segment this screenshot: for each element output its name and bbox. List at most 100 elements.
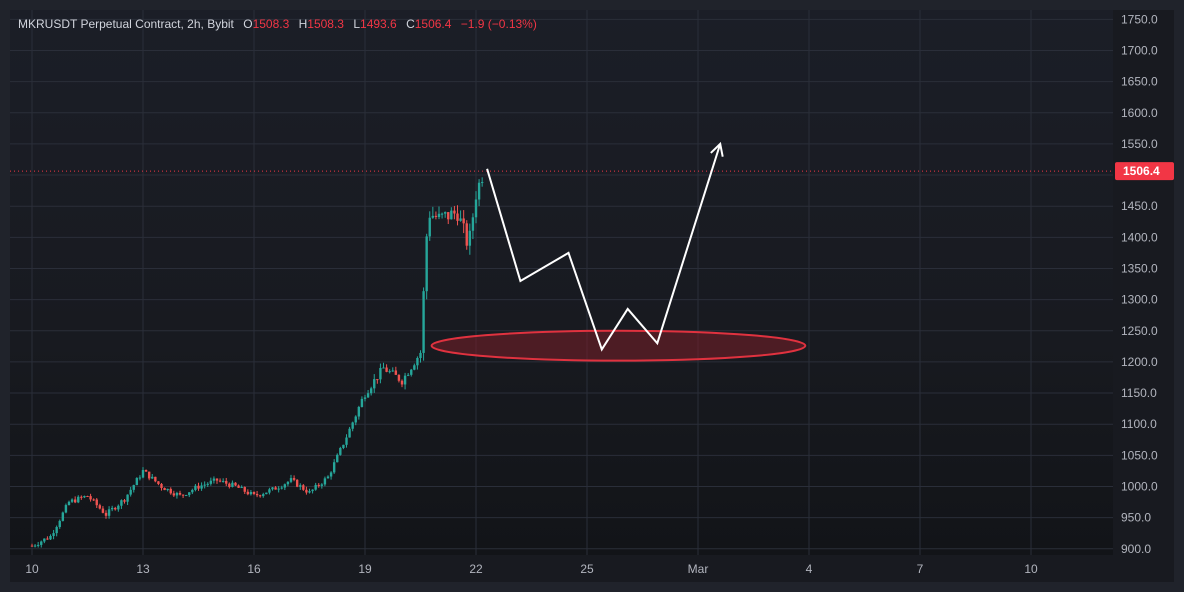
time-tick-label: 19 [358, 562, 372, 576]
candle-body [453, 210, 456, 214]
candle-body [351, 422, 354, 429]
price-tick-label: 1250.0 [1121, 324, 1158, 338]
candle-body [123, 500, 126, 502]
support-zone-ellipse [430, 329, 807, 362]
candle-body [209, 480, 213, 484]
candle-body [178, 492, 182, 495]
price-tick-label: 1150.0 [1121, 386, 1157, 400]
candle-body [388, 371, 391, 373]
candle-body [86, 496, 89, 498]
candle-body [61, 512, 65, 521]
candle-body [289, 478, 293, 482]
candle-body [58, 520, 61, 528]
time-tick-label: Mar [688, 562, 709, 576]
candle-body [212, 478, 216, 481]
candle-body [144, 470, 148, 472]
candle-body [249, 491, 253, 495]
candle-body [339, 447, 342, 455]
candle-body [363, 397, 367, 399]
candle-body [191, 489, 194, 493]
candle-body [95, 499, 98, 506]
time-tick-label: 25 [580, 562, 594, 576]
price-tick-label: 1600.0 [1121, 106, 1158, 120]
candle-body [437, 213, 441, 217]
candle-body [206, 483, 209, 485]
open-label: O [243, 17, 253, 31]
candle-body [385, 367, 388, 372]
candle-body [397, 374, 401, 381]
price-tick-label: 1200.0 [1121, 355, 1158, 369]
candle-body [468, 230, 472, 246]
high-label: H [298, 17, 308, 31]
candle-body [80, 496, 83, 498]
candle-body [431, 215, 435, 218]
candle-body [181, 494, 185, 496]
candle-body [280, 487, 283, 489]
candle-body [138, 477, 142, 479]
candle-body [391, 370, 394, 372]
price-tick-label: 1350.0 [1121, 261, 1158, 275]
price-tick-label: 900.0 [1121, 542, 1151, 555]
candle-body [326, 476, 330, 479]
candle-body [40, 541, 43, 545]
candle-body [166, 488, 169, 491]
candle-body [314, 484, 317, 490]
candle-body [413, 365, 416, 370]
symbol-legend: MKRUSDT Perpetual Contract, 2h, Bybit O 1… [18, 17, 537, 31]
candle-body [425, 236, 428, 292]
candle-body [160, 483, 163, 488]
last-price-tag-label: 1506.4 [1123, 164, 1160, 178]
candle-body [141, 470, 145, 478]
candle-body [147, 471, 151, 479]
candle-body [376, 379, 379, 381]
candle-body [64, 505, 68, 513]
chart-plot-area[interactable] [10, 10, 1113, 555]
candle-body [255, 493, 259, 496]
candle-body [52, 533, 55, 536]
candle-body [317, 484, 320, 486]
candle-body [265, 492, 268, 495]
time-axis[interactable]: 10 13 16 19 22 25 Mar 4 7 10 [10, 555, 1174, 582]
candle-body [471, 217, 475, 231]
time-tick-label: 10 [25, 562, 39, 576]
candle-body [101, 508, 105, 513]
candle-body [237, 485, 240, 488]
candle-body [434, 215, 438, 217]
candle-body [323, 478, 327, 485]
change-value: −1.9 (−0.13%) [460, 17, 537, 31]
candle-body [400, 380, 404, 385]
candle-body [422, 291, 425, 353]
price-tick-label: 1550.0 [1121, 137, 1158, 151]
close-label: C [406, 17, 415, 31]
candle-body [271, 487, 274, 490]
candle-body [462, 218, 465, 224]
time-tick-label: 22 [469, 562, 483, 576]
candle-body [73, 499, 77, 503]
candle-body [132, 485, 135, 490]
low-value: 1493.6 [360, 17, 397, 31]
price-axis-svg: 1750.01700.01650.01600.01550.01500.01450… [1115, 12, 1174, 556]
candle-body [406, 374, 410, 376]
candle-body [231, 482, 234, 487]
candle-body [107, 509, 111, 516]
candle-body [67, 501, 71, 506]
candle-body [274, 487, 277, 490]
candle-body [151, 476, 154, 479]
candle-body [228, 483, 231, 487]
price-tick-label: 1300.0 [1121, 293, 1158, 307]
candle-body [332, 462, 336, 473]
candle-body [447, 212, 450, 220]
candle-body [252, 491, 256, 494]
price-axis[interactable]: 1750.01700.01650.01600.01550.01500.01450… [1113, 10, 1174, 556]
candle-body [419, 352, 422, 359]
candle-body [348, 428, 351, 438]
candle-body [268, 489, 271, 493]
candle-body [311, 489, 314, 492]
symbol-title[interactable]: MKRUSDT Perpetual Contract, 2h, Bybit [18, 17, 234, 31]
candle-body [459, 218, 462, 221]
price-tick-label: 1700.0 [1121, 43, 1158, 57]
price-tick-label: 1400.0 [1121, 230, 1158, 244]
candle-body [354, 416, 357, 423]
candle-body [450, 210, 453, 220]
candle-body [104, 512, 108, 516]
